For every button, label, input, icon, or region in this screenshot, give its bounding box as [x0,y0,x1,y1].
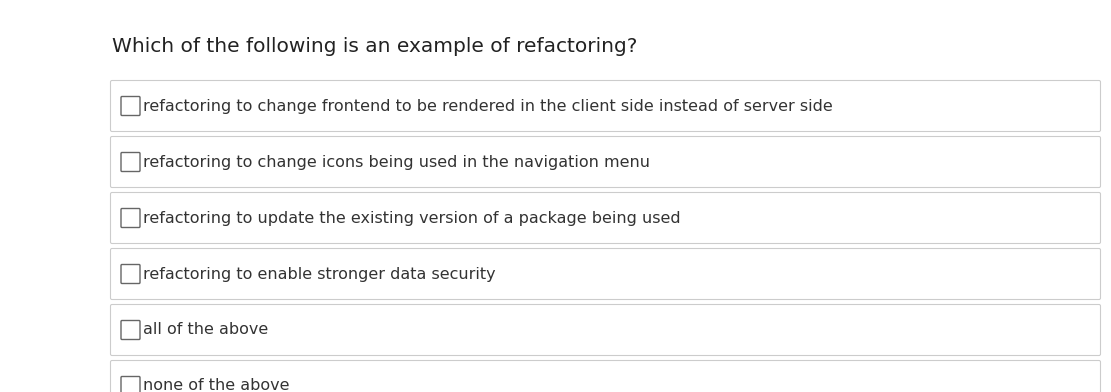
Text: none of the above: none of the above [143,379,290,392]
FancyBboxPatch shape [110,80,1101,131]
Text: refactoring to enable stronger data security: refactoring to enable stronger data secu… [143,267,496,281]
FancyBboxPatch shape [121,152,140,172]
FancyBboxPatch shape [121,265,140,283]
Text: refactoring to change icons being used in the navigation menu: refactoring to change icons being used i… [143,154,650,169]
FancyBboxPatch shape [110,305,1101,356]
FancyBboxPatch shape [110,361,1101,392]
FancyBboxPatch shape [110,192,1101,243]
FancyBboxPatch shape [121,96,140,116]
FancyBboxPatch shape [121,376,140,392]
Text: Which of the following is an example of refactoring?: Which of the following is an example of … [112,37,638,56]
FancyBboxPatch shape [110,249,1101,299]
Text: refactoring to change frontend to be rendered in the client side instead of serv: refactoring to change frontend to be ren… [143,98,833,114]
Text: all of the above: all of the above [143,323,268,338]
Text: refactoring to update the existing version of a package being used: refactoring to update the existing versi… [143,211,681,225]
FancyBboxPatch shape [110,136,1101,187]
FancyBboxPatch shape [121,209,140,227]
FancyBboxPatch shape [121,321,140,339]
